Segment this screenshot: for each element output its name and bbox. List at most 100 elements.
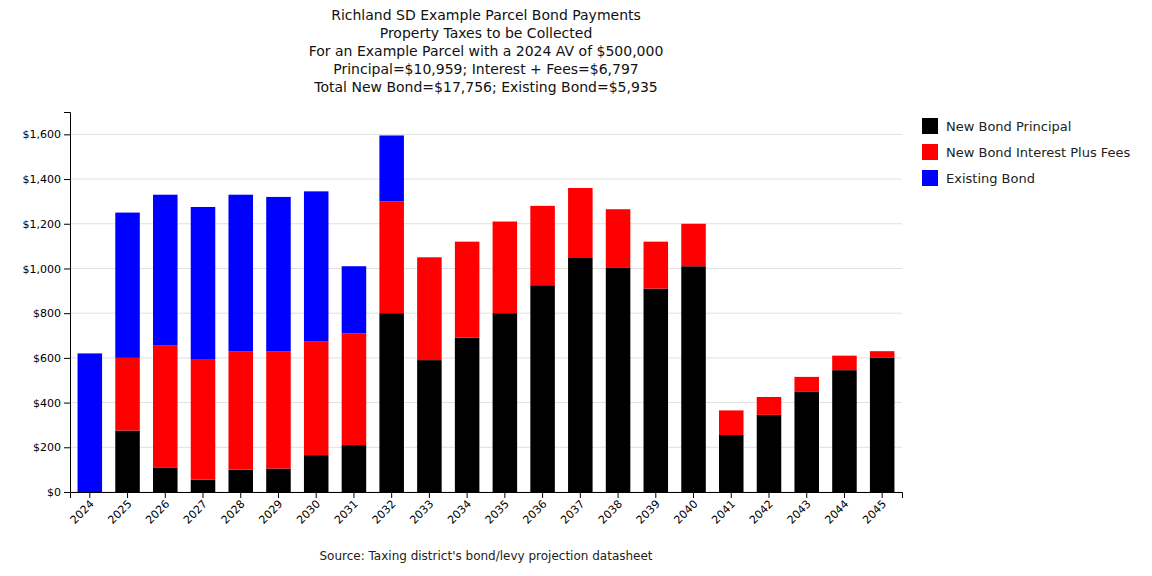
legend-swatch bbox=[922, 118, 938, 134]
x-tick: 2040 bbox=[671, 492, 700, 527]
y-tick-label: $1,600 bbox=[23, 128, 62, 141]
title-line: Richland SD Example Parcel Bond Payments bbox=[331, 7, 641, 23]
x-tick-label: 2024 bbox=[68, 498, 97, 527]
bar bbox=[606, 209, 631, 210]
bar bbox=[757, 397, 782, 415]
x-tick: 2035 bbox=[483, 492, 512, 527]
bar bbox=[493, 221, 518, 222]
x-tick: 2034 bbox=[445, 492, 474, 527]
series-bars bbox=[115, 188, 894, 480]
bar bbox=[379, 135, 404, 201]
bar bbox=[191, 480, 216, 492]
x-tick-label: 2040 bbox=[671, 498, 700, 527]
bar bbox=[644, 241, 669, 242]
y-axis-line bbox=[64, 113, 71, 493]
x-tick-label: 2027 bbox=[181, 498, 210, 527]
x-tick-mark bbox=[467, 492, 468, 498]
plot-area: $0$200$400$600$800$1,000$1,200$1,400$1,6… bbox=[23, 113, 903, 564]
y-tick: $1,000 bbox=[23, 262, 71, 275]
bar bbox=[719, 435, 744, 492]
x-tick: 2028 bbox=[219, 492, 248, 527]
bar bbox=[568, 188, 593, 189]
bar bbox=[719, 410, 744, 435]
x-tick: 2039 bbox=[634, 492, 663, 527]
bar bbox=[228, 351, 253, 469]
bar bbox=[681, 266, 706, 492]
bar bbox=[568, 188, 593, 257]
x-tick: 2032 bbox=[370, 492, 399, 527]
x-tick-mark bbox=[542, 492, 543, 498]
bar bbox=[606, 267, 631, 492]
x-axis-line bbox=[71, 493, 903, 499]
bar bbox=[266, 469, 291, 492]
bar bbox=[304, 191, 329, 341]
x-tick: 2044 bbox=[822, 492, 851, 527]
x-tick-mark bbox=[316, 492, 317, 498]
x-tick-label: 2042 bbox=[747, 498, 776, 527]
bar bbox=[493, 222, 518, 314]
bar bbox=[493, 313, 518, 492]
y-tick-label: $1,400 bbox=[23, 173, 62, 186]
bar bbox=[342, 266, 367, 333]
bar bbox=[870, 358, 895, 492]
x-tick-mark bbox=[89, 492, 90, 498]
bar bbox=[304, 455, 329, 492]
legend-item: New Bond Interest Plus Fees bbox=[922, 144, 1131, 160]
bar bbox=[870, 351, 895, 352]
x-tick-mark bbox=[278, 492, 279, 498]
y-tick-mark bbox=[64, 179, 70, 180]
bar bbox=[455, 242, 480, 338]
bar bbox=[191, 207, 216, 359]
bar bbox=[342, 445, 367, 492]
bar bbox=[115, 213, 140, 358]
x-tick-mark bbox=[353, 492, 354, 498]
x-tick: 2024 bbox=[68, 492, 97, 527]
x-tick: 2026 bbox=[143, 492, 172, 527]
bar bbox=[153, 195, 178, 346]
bar bbox=[191, 359, 216, 480]
title-line: Total New Bond=$17,756; Existing Bond=$5… bbox=[313, 79, 657, 95]
y-tick-mark bbox=[64, 134, 70, 135]
title: Richland SD Example Parcel Bond Payments… bbox=[309, 7, 664, 95]
x-tick: 2025 bbox=[105, 492, 134, 527]
bar bbox=[794, 391, 819, 492]
y-tick-label: $200 bbox=[33, 441, 61, 454]
bar bbox=[794, 377, 819, 392]
bar bbox=[342, 333, 367, 445]
x-tick-mark bbox=[203, 492, 204, 498]
x-tick-mark bbox=[655, 492, 656, 498]
bar bbox=[304, 341, 329, 455]
y-tick: $400 bbox=[33, 397, 70, 410]
x-tick-label: 2029 bbox=[256, 498, 285, 527]
y-tick-mark bbox=[64, 313, 70, 314]
bar bbox=[153, 467, 178, 492]
x-tick-mark bbox=[580, 492, 581, 498]
legend-label: New Bond Interest Plus Fees bbox=[946, 145, 1131, 160]
y-tick-label: $0 bbox=[47, 486, 61, 499]
legend-label: New Bond Principal bbox=[946, 119, 1071, 134]
legend-item: Existing Bond bbox=[922, 170, 1035, 186]
bar bbox=[266, 197, 291, 351]
bar bbox=[530, 285, 555, 492]
x-tick-label: 2035 bbox=[483, 498, 512, 527]
x-tick: 2043 bbox=[785, 492, 814, 527]
y-tick: $1,400 bbox=[23, 173, 71, 186]
legend-label: Existing Bond bbox=[946, 171, 1035, 186]
bar bbox=[153, 346, 178, 468]
x-axis-title: Source: Taxing district's bond/levy proj… bbox=[319, 549, 652, 563]
bar bbox=[228, 195, 253, 351]
x-tick: 2027 bbox=[181, 492, 210, 527]
x-tick-label: 2030 bbox=[294, 498, 323, 527]
x-tick-mark bbox=[165, 492, 166, 498]
y-tick-mark bbox=[64, 492, 70, 493]
x-tick-mark bbox=[618, 492, 619, 498]
bar bbox=[832, 370, 857, 492]
bar bbox=[379, 313, 404, 492]
y-tick: $1,200 bbox=[23, 218, 71, 231]
bar bbox=[455, 241, 480, 242]
x-tick: 2029 bbox=[256, 492, 285, 527]
x-tick-mark bbox=[391, 492, 392, 498]
x-tick-label: 2028 bbox=[219, 498, 248, 527]
x-tick-mark bbox=[882, 492, 883, 498]
x-tick-mark bbox=[240, 492, 241, 498]
